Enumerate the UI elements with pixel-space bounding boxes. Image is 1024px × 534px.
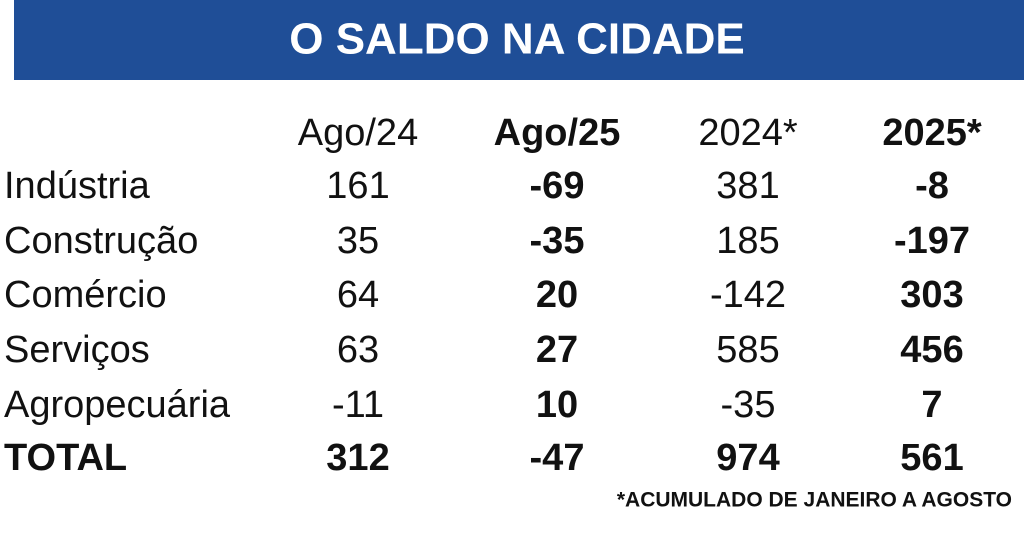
cell-value: 27 [536,329,578,371]
total-value: 974 [716,437,779,479]
column-header: Ago/24 [298,112,418,154]
cell-value: -35 [721,384,776,426]
total-value: 312 [326,437,389,479]
column-header: 2025* [882,112,982,154]
row-label: Comércio [4,274,167,316]
cell-value: -142 [710,274,786,316]
cell-value: 7 [921,384,942,426]
column-header: 2024* [698,112,798,154]
cell-value: 185 [716,220,779,262]
cell-value: 64 [337,274,379,316]
cell-value: 161 [326,165,389,207]
cell-value: 35 [337,220,379,262]
cell-value: -197 [894,220,970,262]
cell-value: 303 [900,274,963,316]
cell-value: -69 [530,165,585,207]
cell-value: -11 [332,384,384,426]
cell-value: 456 [900,329,963,371]
cell-value: 63 [337,329,379,371]
row-label: Construção [4,220,198,262]
cell-value: 10 [536,384,578,426]
column-header: Ago/25 [494,112,621,154]
cell-value: -35 [530,220,585,262]
total-value: 561 [900,437,963,479]
title: O SALDO NA CIDADE [289,15,745,64]
total-label: TOTAL [4,437,127,479]
row-label: Agropecuária [4,384,231,426]
cell-value: 20 [536,274,578,316]
cell-value: 585 [716,329,779,371]
row-label: Indústria [4,165,151,207]
footnote: *ACUMULADO DE JANEIRO A AGOSTO [617,489,1012,512]
cell-value: -8 [915,165,949,207]
total-value: -47 [530,437,585,479]
title-bar [14,0,1024,80]
cell-value: 381 [716,165,779,207]
row-label: Serviços [4,329,150,371]
